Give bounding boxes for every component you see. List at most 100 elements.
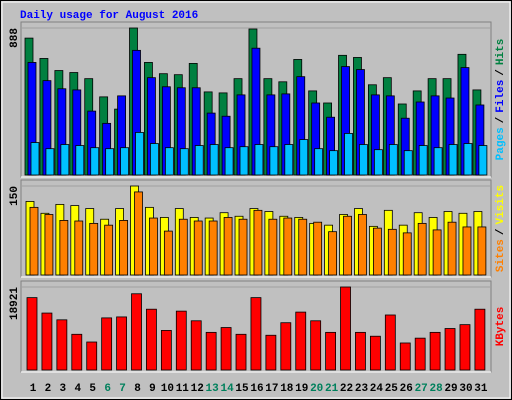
bar bbox=[205, 331, 217, 371]
bar bbox=[146, 308, 157, 371]
bar bbox=[314, 148, 324, 176]
bar bbox=[30, 142, 40, 176]
bar bbox=[384, 314, 396, 371]
bar bbox=[478, 145, 488, 176]
x-tick-label: 28 bbox=[430, 383, 444, 395]
bar bbox=[190, 320, 202, 371]
x-tick-label: 17 bbox=[265, 383, 278, 395]
bar bbox=[299, 139, 309, 176]
bar bbox=[429, 331, 441, 371]
bar bbox=[150, 143, 159, 176]
bar bbox=[298, 218, 308, 276]
x-tick-label: 23 bbox=[355, 383, 369, 395]
bar bbox=[418, 145, 428, 176]
bar bbox=[373, 149, 383, 176]
bar bbox=[462, 226, 472, 276]
legend-entry: Hits bbox=[495, 39, 507, 65]
x-tick-label: 11 bbox=[176, 383, 190, 395]
bar bbox=[328, 231, 338, 276]
x-tick-label: 8 bbox=[134, 383, 141, 395]
bar bbox=[477, 226, 487, 276]
bar bbox=[194, 145, 204, 176]
bar bbox=[310, 320, 322, 371]
y-tick-label: 150 bbox=[9, 186, 21, 206]
bar bbox=[355, 331, 366, 371]
x-tick-label: 26 bbox=[400, 383, 413, 395]
bar bbox=[253, 209, 263, 276]
legend-separator: / bbox=[495, 228, 507, 235]
bar bbox=[223, 217, 233, 276]
bar bbox=[235, 333, 247, 371]
legend-separator: / bbox=[495, 69, 507, 76]
legend: Pages / Files / Hits bbox=[495, 39, 507, 161]
bar bbox=[163, 230, 173, 276]
bar bbox=[359, 144, 368, 176]
x-tick-label: 5 bbox=[89, 383, 96, 395]
legend-entry: Files bbox=[495, 80, 507, 113]
bar bbox=[254, 144, 264, 176]
bar bbox=[369, 335, 381, 371]
x-tick-label: 22 bbox=[340, 383, 353, 395]
bar bbox=[329, 150, 339, 176]
bar bbox=[179, 148, 189, 176]
x-tick-label: 7 bbox=[119, 383, 126, 395]
bar bbox=[178, 218, 188, 276]
x-tick-label: 14 bbox=[220, 383, 234, 395]
x-tick-label: 27 bbox=[415, 383, 428, 395]
bar bbox=[463, 143, 473, 176]
legend: Sites / Visits bbox=[495, 185, 507, 272]
legend-entry: Sites bbox=[495, 239, 507, 272]
legend-separator: / bbox=[495, 116, 507, 123]
bar bbox=[90, 147, 100, 176]
x-tick-label: 9 bbox=[149, 383, 156, 395]
bar bbox=[313, 221, 323, 276]
bar bbox=[325, 331, 337, 371]
legend: KBytes bbox=[495, 307, 507, 347]
bar bbox=[250, 297, 262, 371]
bar bbox=[239, 146, 249, 176]
bar bbox=[387, 228, 397, 276]
bar bbox=[71, 333, 83, 371]
bar bbox=[131, 293, 142, 371]
x-tick-label: 29 bbox=[444, 383, 457, 395]
bar bbox=[116, 316, 127, 371]
bar bbox=[459, 324, 471, 371]
bar bbox=[402, 232, 412, 276]
x-tick-label: 16 bbox=[250, 383, 263, 395]
bar bbox=[283, 217, 293, 276]
bar bbox=[175, 310, 187, 371]
bar bbox=[417, 222, 427, 276]
bar bbox=[149, 217, 158, 276]
bar bbox=[280, 322, 292, 371]
bar bbox=[26, 297, 38, 371]
x-tick-label: 18 bbox=[280, 383, 294, 395]
x-tick-label: 10 bbox=[161, 383, 174, 395]
bar bbox=[269, 146, 279, 176]
legend-entry: Visits bbox=[495, 185, 507, 225]
bar bbox=[105, 148, 115, 176]
bar bbox=[403, 150, 413, 176]
bar bbox=[448, 144, 458, 176]
bar bbox=[344, 133, 353, 176]
x-tick-label: 1 bbox=[30, 383, 37, 395]
x-tick-label: 12 bbox=[191, 383, 204, 395]
x-tick-label: 21 bbox=[325, 383, 339, 395]
bar bbox=[160, 330, 172, 371]
legend-entry: KBytes bbox=[495, 307, 507, 347]
bar bbox=[59, 220, 69, 276]
bar bbox=[44, 214, 54, 276]
bar bbox=[433, 147, 443, 176]
bar bbox=[295, 311, 307, 371]
bar bbox=[193, 220, 203, 276]
bar bbox=[284, 144, 294, 176]
bar bbox=[104, 224, 114, 276]
bar bbox=[135, 132, 144, 176]
bar bbox=[74, 220, 84, 276]
bar bbox=[265, 334, 277, 371]
bar bbox=[45, 148, 55, 176]
bar bbox=[119, 220, 128, 276]
x-tick-label: 15 bbox=[235, 383, 249, 395]
bar bbox=[89, 222, 99, 276]
